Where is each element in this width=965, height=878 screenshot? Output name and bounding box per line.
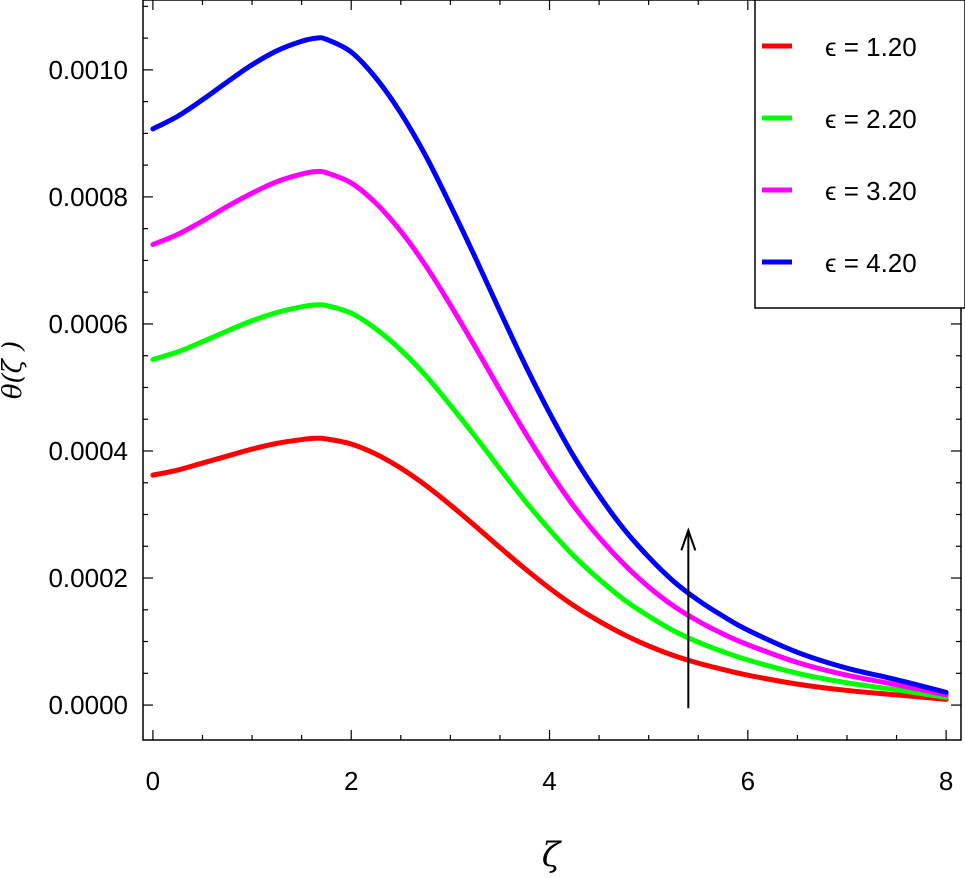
y-tick-label: 0.0000 (48, 690, 128, 720)
x-tick-labels: 0 2 4 6 8 (146, 766, 954, 796)
arrow-head (680, 527, 697, 551)
series-line-2 (150, 302, 949, 700)
x-axis-label: ζ (542, 835, 563, 875)
y-tick-label: 0.0008 (48, 182, 128, 212)
plot-frame (142, 0, 962, 741)
legend-label: ϵ = 3.20 (825, 176, 917, 206)
legend-label: ϵ = 4.20 (825, 248, 917, 278)
series-line-1 (150, 435, 949, 702)
x-tick-label: 0 (146, 766, 160, 796)
legend-label: ϵ = 1.20 (825, 32, 917, 62)
legend-label: ϵ = 2.20 (825, 104, 917, 134)
legend: ϵ = 1.20 ϵ = 2.20 ϵ = 3.20 ϵ = 4.20 (754, 0, 965, 309)
y-tick-label: 0.0002 (48, 563, 128, 593)
y-tick-labels: 0.0000 0.0002 0.0004 0.0006 0.0008 0.0010 (48, 55, 128, 720)
x-tick-label: 8 (939, 766, 953, 796)
y-axis-label: θ(ζ ) (0, 341, 28, 399)
series-line-4 (150, 35, 949, 695)
legend-item: ϵ = 4.20 (762, 248, 917, 278)
y-tick-label: 0.0006 (48, 309, 128, 339)
series-lines (150, 35, 949, 702)
x-tick-label: 2 (344, 766, 358, 796)
legend-box (754, 0, 965, 309)
series-line-3 (150, 168, 949, 698)
x-tick-label: 4 (542, 766, 556, 796)
y-tick-label: 0.0004 (48, 436, 128, 466)
legend-item: ϵ = 3.20 (762, 176, 917, 206)
increase-arrow (680, 527, 697, 709)
legend-item: ϵ = 1.20 (762, 32, 917, 62)
legend-item: ϵ = 2.20 (762, 104, 917, 134)
y-tick-label: 0.0010 (48, 55, 128, 85)
x-tick-label: 6 (741, 766, 755, 796)
